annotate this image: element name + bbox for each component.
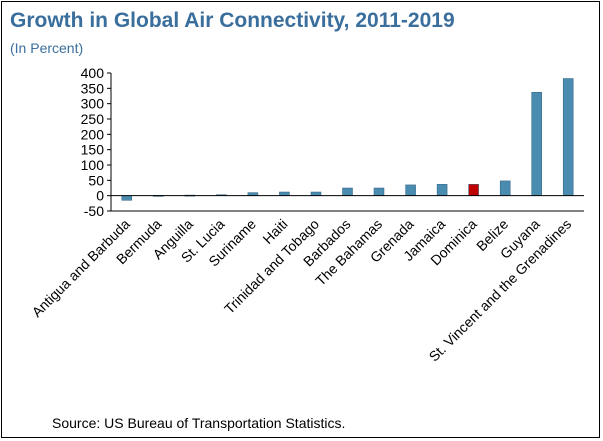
y-tick-label: 0 xyxy=(96,188,104,204)
y-tick-label: 50 xyxy=(88,172,104,188)
chart-title: Growth in Global Air Connectivity, 2011-… xyxy=(10,9,455,32)
bar-guyana xyxy=(531,92,542,196)
bar-st-vincent-and-the-grenadines xyxy=(562,78,574,196)
axes xyxy=(110,73,584,212)
bar-belize xyxy=(499,180,511,196)
y-tick-label: 200 xyxy=(81,126,105,142)
bar-barbados xyxy=(342,187,353,196)
y-tick-label: 300 xyxy=(81,96,105,112)
bar-jamaica xyxy=(436,184,448,196)
bar-grenada xyxy=(405,184,416,196)
bar-antigua-and-barbuda xyxy=(121,195,133,201)
bar-dominica xyxy=(468,184,479,196)
bar-series xyxy=(121,78,574,201)
chart-subtitle: (In Percent) xyxy=(10,40,84,56)
bar-trinidad-and-tobago xyxy=(310,191,322,196)
y-tick-label: -50 xyxy=(84,203,104,219)
y-tick-label: 350 xyxy=(81,80,105,96)
source-note: Source: US Bureau of Transportation Stat… xyxy=(52,415,346,431)
bar-the-bahamas xyxy=(373,187,385,196)
bar-haiti xyxy=(279,191,290,196)
y-tick-label: 400 xyxy=(81,65,105,81)
y-tick-label: 250 xyxy=(81,111,105,127)
y-tick-label: 150 xyxy=(81,142,105,158)
x-tick-label: Antigua and Barbuda xyxy=(29,216,133,320)
y-tick-label: 100 xyxy=(81,157,105,173)
